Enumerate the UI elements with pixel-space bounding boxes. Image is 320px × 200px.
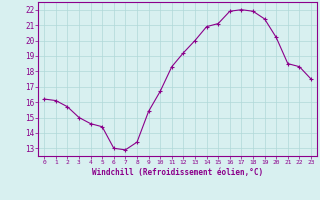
X-axis label: Windchill (Refroidissement éolien,°C): Windchill (Refroidissement éolien,°C) (92, 168, 263, 177)
